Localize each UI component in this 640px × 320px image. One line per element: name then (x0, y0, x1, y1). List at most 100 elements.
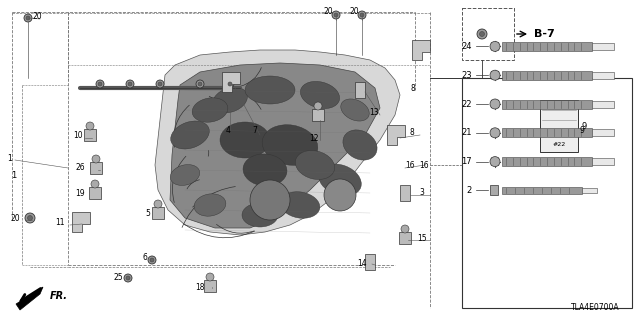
Ellipse shape (170, 164, 200, 185)
Text: B-7: B-7 (534, 29, 555, 39)
Polygon shape (170, 63, 380, 228)
Text: 8: 8 (410, 84, 415, 92)
Circle shape (250, 180, 290, 220)
Circle shape (334, 13, 338, 17)
Circle shape (196, 80, 204, 88)
Bar (399, 232, 411, 244)
Text: 1: 1 (8, 154, 12, 163)
Bar (204, 280, 216, 292)
Ellipse shape (242, 203, 278, 227)
Text: 20: 20 (349, 6, 359, 15)
Text: 9: 9 (580, 125, 584, 134)
Polygon shape (387, 125, 405, 145)
Ellipse shape (262, 125, 318, 165)
Polygon shape (16, 287, 43, 310)
Bar (592, 129, 614, 136)
Circle shape (24, 14, 32, 22)
Circle shape (490, 156, 500, 167)
Bar (582, 188, 597, 193)
Polygon shape (222, 72, 240, 92)
Bar (592, 72, 614, 79)
Text: FR.: FR. (50, 291, 68, 301)
Bar (502, 42, 592, 51)
Circle shape (401, 225, 409, 233)
Ellipse shape (192, 98, 228, 122)
Bar (592, 158, 614, 165)
Circle shape (324, 179, 356, 211)
Circle shape (477, 29, 487, 39)
Bar (462, 78, 632, 308)
Text: 2: 2 (467, 186, 472, 195)
Bar (365, 254, 375, 270)
Bar (502, 187, 582, 194)
Text: 10: 10 (73, 131, 83, 140)
Text: 1: 1 (12, 171, 17, 180)
Ellipse shape (212, 87, 248, 113)
Bar (462, 8, 514, 60)
Text: 8: 8 (410, 127, 414, 137)
Text: 22: 22 (461, 100, 472, 108)
Text: 11: 11 (55, 218, 65, 227)
Text: 6: 6 (143, 253, 147, 262)
Ellipse shape (220, 122, 270, 158)
Bar (502, 71, 592, 80)
Circle shape (98, 82, 102, 86)
Circle shape (490, 70, 500, 80)
Text: 19: 19 (75, 188, 85, 197)
Ellipse shape (243, 154, 287, 186)
Text: 20: 20 (10, 213, 20, 222)
Text: 17: 17 (461, 157, 472, 166)
Circle shape (332, 11, 340, 19)
Circle shape (154, 200, 162, 208)
Circle shape (25, 213, 35, 223)
Circle shape (28, 215, 33, 220)
Bar (84, 129, 96, 141)
Text: 20: 20 (32, 12, 42, 20)
Bar (592, 100, 614, 108)
Text: 5: 5 (145, 209, 150, 218)
Circle shape (490, 128, 500, 138)
Circle shape (26, 16, 30, 20)
Circle shape (156, 80, 164, 88)
Circle shape (490, 99, 500, 109)
Circle shape (358, 11, 366, 19)
Circle shape (490, 41, 500, 52)
Bar (502, 157, 592, 166)
Bar (312, 109, 324, 121)
Ellipse shape (295, 150, 335, 180)
Circle shape (92, 155, 100, 163)
Text: 4: 4 (225, 125, 230, 134)
Text: 14: 14 (357, 259, 367, 268)
Circle shape (96, 80, 104, 88)
Text: 25: 25 (113, 274, 123, 283)
Text: 21: 21 (461, 128, 472, 137)
Bar (540, 100, 578, 152)
Bar (592, 43, 614, 50)
Circle shape (91, 180, 99, 188)
Ellipse shape (171, 121, 209, 149)
Circle shape (314, 102, 322, 110)
Circle shape (124, 274, 132, 282)
Text: #22: #22 (552, 141, 566, 147)
Ellipse shape (245, 76, 295, 104)
Circle shape (158, 82, 162, 86)
Circle shape (479, 31, 484, 36)
Ellipse shape (280, 192, 320, 218)
Bar (90, 162, 102, 174)
Bar (355, 82, 365, 98)
Bar (502, 128, 592, 137)
Text: 15: 15 (417, 234, 427, 243)
Text: 7: 7 (253, 125, 257, 134)
Circle shape (360, 13, 364, 17)
Text: TLA4E0700A: TLA4E0700A (572, 303, 620, 312)
Text: 13: 13 (369, 108, 379, 116)
Text: 16: 16 (405, 161, 415, 170)
Ellipse shape (340, 99, 369, 121)
Polygon shape (72, 212, 90, 232)
Bar (89, 187, 101, 199)
Circle shape (198, 82, 202, 86)
Text: 16: 16 (419, 161, 429, 170)
Bar (502, 100, 592, 108)
Text: 9: 9 (582, 122, 588, 131)
Circle shape (228, 82, 232, 86)
